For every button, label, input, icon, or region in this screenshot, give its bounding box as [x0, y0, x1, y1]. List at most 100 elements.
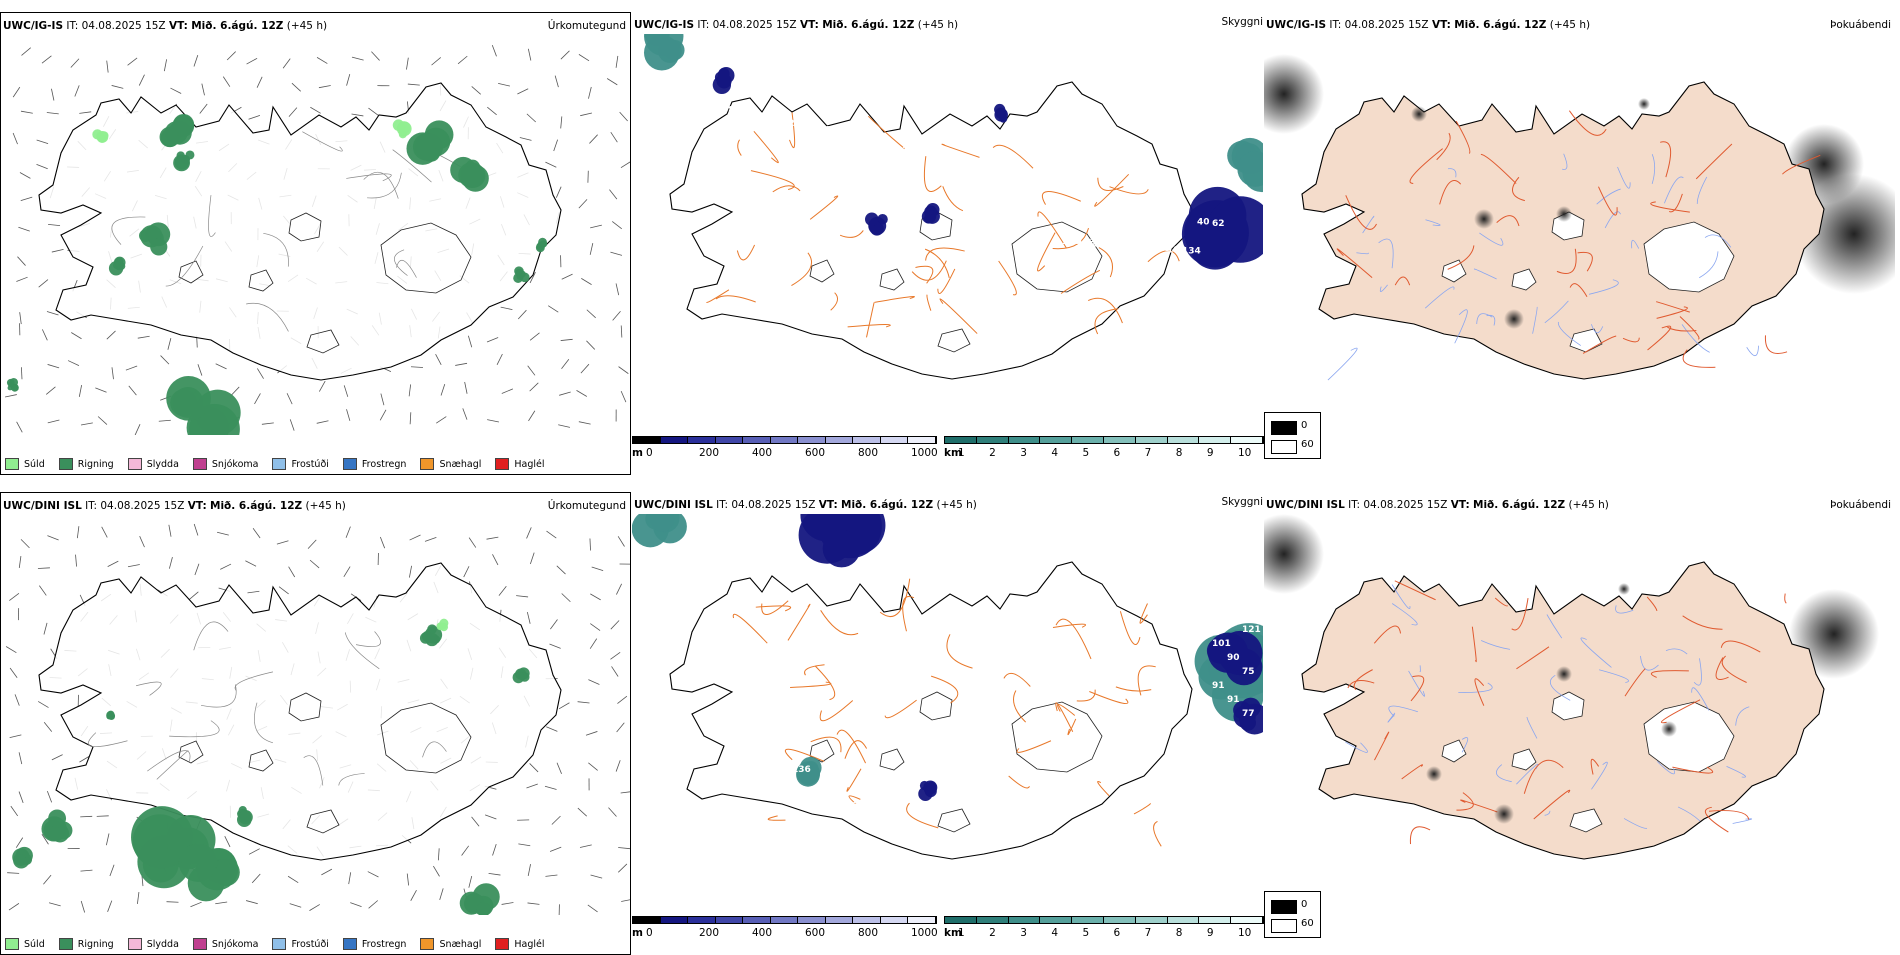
- colorbar-segment: [661, 917, 689, 923]
- legend-item: Snjókoma: [193, 458, 259, 470]
- wind-barb: [621, 326, 622, 338]
- wind-barb: [21, 197, 32, 200]
- colorbar-segment: [826, 437, 854, 443]
- wind-barb: [347, 409, 350, 421]
- wind-barb: [44, 722, 52, 731]
- wind-barb: [487, 107, 496, 115]
- wind-barb: [409, 384, 410, 396]
- wind-barb: [287, 393, 292, 404]
- wind-barb: [79, 112, 91, 114]
- wind-barb: [98, 416, 107, 424]
- wind-barb: [549, 644, 560, 648]
- wind-barb: [321, 869, 332, 875]
- wind-barb: [410, 412, 411, 424]
- wind-barb: [616, 760, 620, 771]
- colorbar-tick: 600: [805, 447, 825, 459]
- wind-barb: [139, 75, 144, 86]
- precip-area: [240, 810, 251, 821]
- wind-barb: [547, 531, 557, 538]
- precip-area: [106, 713, 112, 719]
- wind-barb: [352, 57, 364, 60]
- wind-barb: [289, 567, 295, 577]
- wind-barb: [19, 792, 23, 803]
- wind-barb: [526, 784, 537, 788]
- wind-barb: [609, 190, 616, 199]
- wind-barb: [562, 274, 573, 279]
- wind-barb: [588, 905, 598, 912]
- colorbar-segment: [1009, 437, 1041, 443]
- ceiling-value-label: 103: [1022, 173, 1041, 183]
- road-line: [1410, 827, 1430, 844]
- fog-area: [1411, 106, 1427, 122]
- wind-barb: [502, 389, 513, 394]
- legend-item: Frostúði: [272, 938, 328, 950]
- ceiling-value-label: 91: [1212, 681, 1225, 691]
- wind-barb: [39, 280, 48, 288]
- legend-swatch: [59, 938, 73, 950]
- legend-swatch: [193, 938, 207, 950]
- legend-item: Frostregn: [343, 458, 407, 470]
- wind-barb: [202, 84, 205, 96]
- ceiling-value-label: 120: [692, 99, 711, 109]
- colorbar-tick: 10: [1238, 927, 1251, 939]
- panel-title: Þokuábendi: [1830, 19, 1891, 31]
- colorbar-segment: [853, 437, 881, 443]
- wind-barb: [610, 652, 620, 659]
- wind-barb: [112, 85, 124, 88]
- panel-header: UWC/IG-IS IT: 04.08.2025 15Z VT: Mið. 6.…: [634, 19, 958, 31]
- wind-barb: [527, 612, 530, 624]
- wind-barb: [561, 359, 568, 368]
- colorbar-tick: 200: [699, 927, 719, 939]
- colorbar-tick: 10: [1238, 447, 1251, 459]
- wind-barb: [227, 52, 236, 60]
- colorbar-segment: [908, 437, 936, 443]
- wind-barb: [52, 249, 64, 252]
- wind-barb: [590, 539, 591, 551]
- colorbar-tick: 400: [752, 927, 772, 939]
- colorbar-segment: [633, 437, 661, 443]
- colorbar-segment: [1231, 437, 1263, 443]
- wind-barb: [581, 364, 589, 373]
- wind-barb: [618, 536, 624, 546]
- legend-label: Súld: [24, 459, 45, 470]
- legend-item: Rigning: [59, 458, 114, 470]
- wind-barb: [528, 49, 530, 61]
- wind-barb: [587, 310, 596, 318]
- colorbar-segment: [771, 437, 799, 443]
- wind-barb: [432, 57, 441, 65]
- legend-label: Rigning: [78, 459, 114, 470]
- panel-header: UWC/IG-IS IT: 04.08.2025 15Z VT: Mið. 6.…: [3, 20, 327, 32]
- wind-barb: [487, 537, 499, 539]
- ceiling-value-label: 98: [1227, 611, 1240, 621]
- wind-barb: [425, 537, 436, 541]
- wind-barb: [406, 58, 408, 70]
- ceiling-area: [925, 785, 937, 797]
- precip-area: [48, 809, 66, 827]
- wind-barb: [5, 395, 17, 397]
- wind-barb: [530, 763, 538, 772]
- ceiling-value-label: 121: [1242, 625, 1261, 635]
- wind-barb: [200, 104, 207, 113]
- colorbar-segment: [1168, 437, 1200, 443]
- wind-barb: [558, 425, 570, 428]
- precip-area: [173, 154, 190, 171]
- fog-area: [1474, 209, 1494, 229]
- wind-barb: [81, 901, 84, 912]
- colorbar-segment: [661, 437, 689, 443]
- coastline: [670, 82, 1192, 379]
- colorbar-tick: 1000: [911, 447, 938, 459]
- wind-barb: [6, 647, 16, 653]
- colorbar-tick: 3: [1020, 447, 1027, 459]
- wind-barb: [613, 311, 621, 320]
- wind-barb: [616, 283, 619, 295]
- wind-barb: [592, 567, 603, 571]
- colorbar-tick: 1: [958, 927, 965, 939]
- wind-barb: [68, 361, 79, 366]
- iceland-precip-map: [1, 515, 631, 915]
- wind-barb: [289, 108, 297, 117]
- wind-barb: [47, 536, 58, 540]
- wind-barb: [262, 423, 274, 424]
